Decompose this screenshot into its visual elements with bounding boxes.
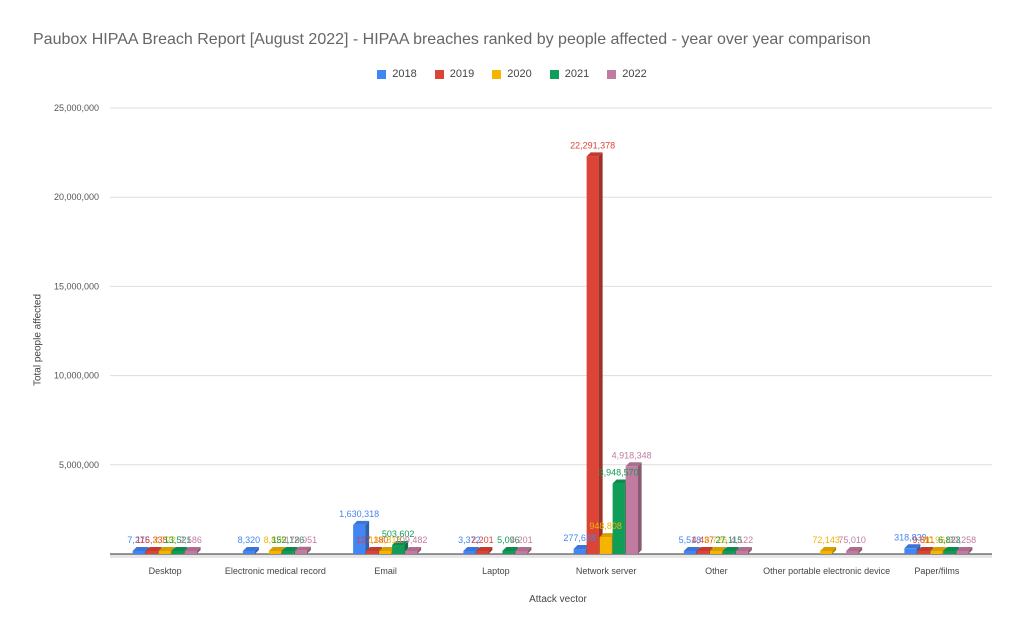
data-label: 127,180	[356, 535, 389, 545]
data-label: 318,839	[894, 532, 927, 542]
x-tick-label: Network server	[576, 566, 637, 576]
legend-label: 2022	[622, 68, 647, 80]
legend-swatch	[607, 69, 617, 79]
data-label: 5,096	[497, 535, 520, 545]
legend-item-2019[interactable]: 2019	[434, 68, 475, 80]
x-axis-label: Attack vector	[529, 594, 587, 605]
data-label: 132,818	[369, 535, 402, 545]
bar	[846, 547, 863, 554]
legend-label: 2021	[564, 68, 590, 80]
x-tick-label: Other portable electronic device	[763, 566, 890, 576]
data-label: 27,115	[715, 535, 742, 545]
legend-item-2018[interactable]: 2018	[377, 68, 417, 80]
x-tick-label: Desktop	[149, 566, 182, 576]
data-label: 4,201	[510, 535, 533, 545]
bar	[820, 547, 837, 554]
data-label: 109,482	[395, 535, 428, 545]
x-tick-label: Other	[705, 566, 728, 576]
data-label: 5,518	[679, 535, 702, 545]
data-label: 6,823	[938, 535, 961, 545]
data-label: 3,372	[458, 535, 481, 545]
y-tick-label: 5,000,000	[59, 460, 99, 470]
data-label: 22,291,378	[570, 140, 615, 150]
data-label: 503,602	[382, 529, 415, 539]
bar	[405, 547, 422, 554]
x-tick-label: Paper/films	[914, 566, 960, 576]
data-label: 4,437	[692, 535, 715, 545]
data-label: 75,010	[838, 535, 866, 545]
x-tick-label: Email	[374, 566, 397, 576]
y-tick-label: 15,000,000	[54, 281, 99, 291]
bar	[353, 520, 370, 554]
data-label: 13,521	[164, 535, 192, 545]
y-tick-label: 20,000,000	[54, 192, 99, 202]
data-label: 3,948,570	[599, 468, 639, 478]
data-label: 4,122	[731, 535, 754, 545]
bar	[625, 462, 642, 554]
bar	[476, 547, 493, 554]
data-label: 6,726	[705, 535, 728, 545]
y-axis-label: Total people affected	[32, 293, 44, 387]
legend-swatch	[434, 69, 444, 79]
chart-title: Paubox HIPAA Breach Report [August 2022]…	[33, 31, 871, 48]
legend-swatch	[377, 69, 387, 79]
data-label: 277,628	[563, 533, 596, 543]
bar	[735, 547, 752, 554]
data-label: 39,258	[949, 535, 977, 545]
data-label: 8,825	[264, 535, 287, 545]
bar	[515, 547, 532, 554]
data-label: 2,722	[153, 535, 176, 545]
legend-label: 2019	[449, 68, 475, 80]
data-label: 1,630,318	[339, 509, 379, 519]
legend-item-2021[interactable]: 2021	[549, 68, 590, 80]
data-label: 72,143	[812, 535, 840, 545]
bar	[956, 547, 973, 554]
data-label: 152,126	[272, 535, 305, 545]
legend-swatch	[492, 69, 502, 79]
data-label: 178,951	[285, 535, 318, 545]
data-label: 7,275	[127, 535, 150, 545]
bar	[242, 547, 259, 554]
bar	[184, 547, 201, 554]
axis-floor	[110, 554, 992, 558]
y-tick-label: 25,000,000	[54, 103, 99, 113]
data-label: 4,918,348	[612, 450, 652, 460]
y-tick-label: 10,000,000	[54, 371, 99, 381]
legend-item-2022[interactable]: 2022	[607, 68, 647, 80]
data-label: 8,320	[238, 535, 261, 545]
legend-swatch	[549, 69, 559, 79]
legend-item-2020[interactable]: 2020	[492, 68, 532, 80]
data-label: 80,961	[923, 535, 951, 545]
x-tick-label: Electronic medical record	[225, 566, 326, 576]
legend-label: 2020	[507, 68, 532, 80]
data-label: 948,808	[589, 521, 622, 531]
bar	[586, 152, 603, 554]
data-label: 116,335	[136, 535, 168, 545]
x-tick-label: Laptop	[482, 566, 510, 576]
legend: 2018 2019 2020 2021 2022	[0, 68, 1024, 80]
data-label: 2,201	[471, 535, 494, 545]
bar	[294, 546, 311, 554]
data-label: 2,586	[179, 535, 202, 545]
data-label: 9,811	[912, 535, 934, 545]
legend-label: 2018	[392, 68, 417, 80]
